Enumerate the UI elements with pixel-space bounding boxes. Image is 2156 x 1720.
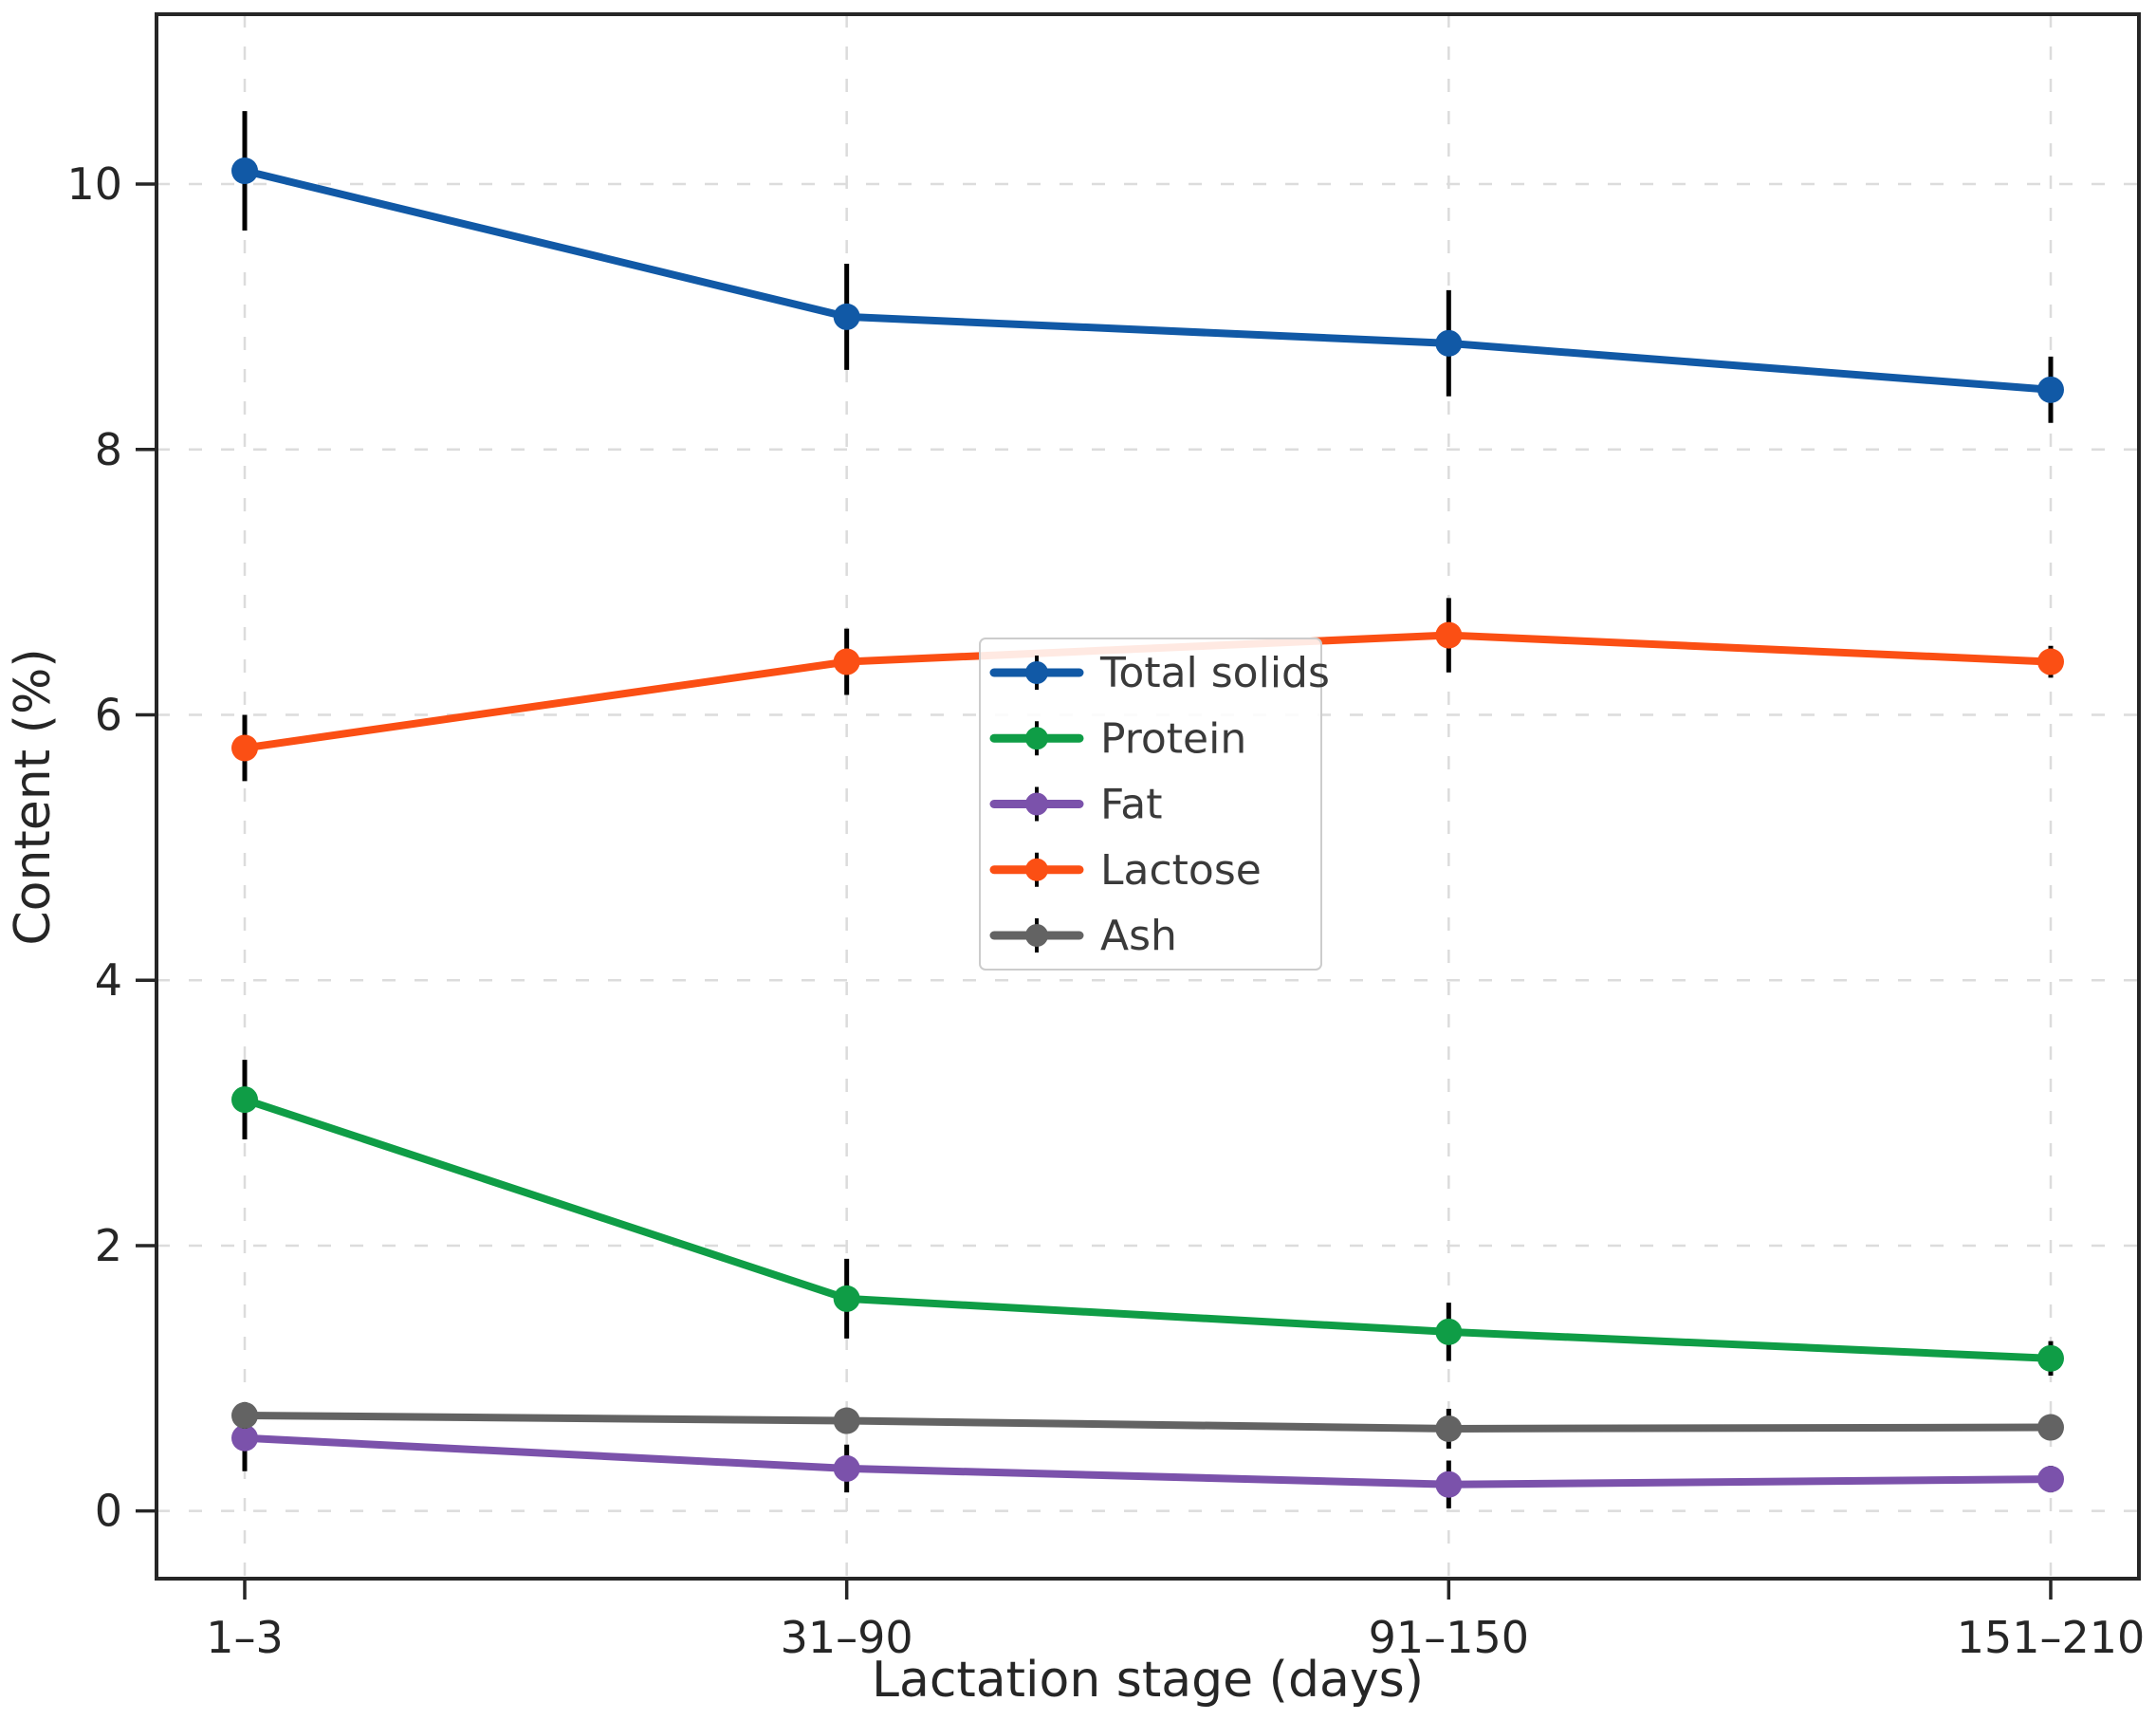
- data-point-marker: [2037, 376, 2064, 403]
- legend-box: [979, 638, 1322, 971]
- legend-entry: Total solids: [989, 649, 1330, 697]
- y-tick-label: 2: [95, 1220, 122, 1271]
- data-point-marker: [231, 157, 258, 185]
- legend-marker-icon: [1025, 792, 1048, 816]
- series-line: [241, 1433, 2055, 1489]
- data-point-marker: [833, 1285, 860, 1312]
- x-tick-label: 1–3: [206, 1612, 284, 1663]
- data-point-marker: [1435, 1415, 1463, 1442]
- x-axis-label: Lactation stage (days): [872, 1652, 1424, 1709]
- legend-marker-icon: [1025, 727, 1048, 750]
- data-point-marker: [833, 648, 860, 675]
- data-point-marker: [2037, 648, 2064, 675]
- legend-entry: Ash: [989, 912, 1177, 960]
- legend-label: Lactose: [1100, 846, 1262, 895]
- y-tick-label: 4: [95, 954, 122, 1006]
- data-point-marker: [231, 1401, 258, 1429]
- plot-frame: [155, 12, 2141, 1581]
- data-point-marker: [1435, 1318, 1463, 1345]
- data-point-marker: [833, 303, 860, 330]
- x-tick-label: 91–150: [1369, 1612, 1529, 1663]
- data-point-marker: [2037, 1414, 2064, 1441]
- data-point-marker: [833, 1407, 860, 1434]
- legend-entry: Protein: [989, 714, 1246, 763]
- legend-label: Protein: [1100, 714, 1246, 763]
- legend-label: Fat: [1100, 781, 1162, 829]
- series-line: [241, 1411, 2055, 1433]
- tick-labels: 0 2 4 6 8 10 1–3 31–90 91–150 151–210: [66, 158, 2145, 1663]
- legend: Total solids Protein Fat Lactose Ash: [979, 638, 1330, 971]
- y-tick-label: 10: [66, 158, 122, 210]
- data-point-marker: [231, 1424, 258, 1452]
- data-point-marker: [1435, 621, 1463, 649]
- y-axis-label: Content (%): [5, 648, 62, 945]
- data-point-marker: [231, 734, 258, 762]
- y-tick-label: 6: [95, 689, 122, 740]
- series-protein: [231, 1060, 2064, 1377]
- legend-marker-icon: [1025, 858, 1048, 881]
- data-point-marker: [2037, 1466, 2064, 1493]
- series-fat: [231, 1404, 2064, 1508]
- axes-box: [155, 12, 2141, 1581]
- legend-label: Ash: [1100, 912, 1177, 960]
- data-point-marker: [1435, 329, 1463, 357]
- y-tick-label: 8: [95, 424, 122, 475]
- series-line: [241, 167, 2055, 394]
- data-point-marker: [833, 1454, 860, 1482]
- legend-marker-icon: [1025, 924, 1048, 947]
- x-tick-label: 151–210: [1957, 1612, 2146, 1663]
- data-point-marker: [2037, 1344, 2064, 1372]
- data-point-marker: [1435, 1470, 1463, 1498]
- legend-marker-icon: [1025, 661, 1048, 684]
- axis-ticks: [136, 182, 2053, 1600]
- legend-entry: Lactose: [989, 846, 1262, 895]
- series-total-solids: [231, 111, 2064, 423]
- series-line: [241, 1096, 2055, 1362]
- y-tick-label: 0: [95, 1486, 122, 1537]
- data-point-marker: [231, 1086, 258, 1114]
- x-tick-label: 31–90: [781, 1612, 913, 1663]
- legend-entry: Fat: [989, 781, 1162, 829]
- legend-label: Total solids: [1099, 649, 1330, 697]
- series-ash: [231, 1401, 2064, 1449]
